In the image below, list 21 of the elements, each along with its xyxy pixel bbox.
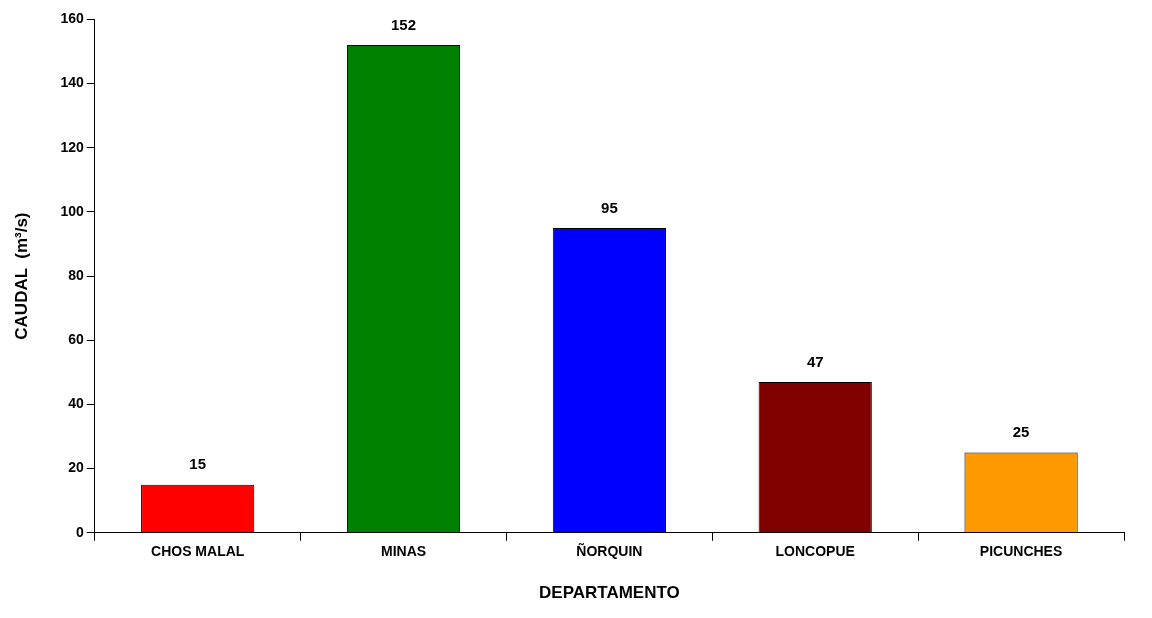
y-tick-label: 20 xyxy=(68,459,84,476)
data-label: 152 xyxy=(391,15,417,33)
x-tick-label: LONCOPUE xyxy=(775,543,855,560)
y-tick-label: 0 xyxy=(75,523,84,540)
data-label: 25 xyxy=(1012,423,1030,441)
y-tick-label: 80 xyxy=(68,266,84,283)
x-axis-title: DEPARTAMENTO xyxy=(539,583,680,603)
y-tick-label: 160 xyxy=(60,10,84,27)
x-tick-label: CHOS MALAL xyxy=(151,543,245,560)
x-tick-label: MINAS xyxy=(380,543,427,560)
y-tick-label: 140 xyxy=(60,74,84,91)
y-tick-label: 60 xyxy=(68,331,84,348)
x-tick-label: ÑORQUIN xyxy=(576,542,643,560)
y-axis-title: CAUDAL (m³/s) xyxy=(11,212,31,340)
data-label: 47 xyxy=(806,352,824,370)
x-tick-label: PICUNCHES xyxy=(979,543,1063,560)
data-label: 95 xyxy=(601,198,618,216)
y-tick-label: 120 xyxy=(60,138,84,155)
data-label: 15 xyxy=(189,455,207,473)
y-tick-label: 40 xyxy=(68,395,84,412)
y-tick-label: 100 xyxy=(60,202,84,219)
